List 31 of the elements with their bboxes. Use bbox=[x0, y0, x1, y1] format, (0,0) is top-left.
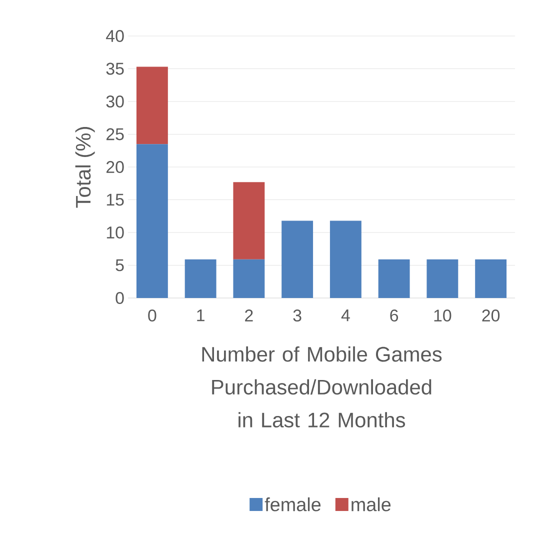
y-tick-label: 35 bbox=[106, 62, 124, 75]
bar bbox=[184, 259, 216, 298]
bar bbox=[426, 259, 458, 298]
x-tick-label: 3 bbox=[293, 310, 302, 322]
x-tick-label: 0 bbox=[148, 310, 156, 322]
x-tick-label: 2 bbox=[245, 310, 253, 322]
y-tick-label: 10 bbox=[106, 226, 124, 238]
y-tick-label: 5 bbox=[116, 259, 124, 272]
x-axis-title: Number of Mobile Games Purchased/Downloaded in Last 12 Months bbox=[202, 346, 442, 428]
x-tick-label: 4 bbox=[341, 310, 350, 322]
y-tick-label: 20 bbox=[106, 161, 124, 173]
x-tick-label: 6 bbox=[390, 310, 398, 322]
y-tick-label: 25 bbox=[106, 128, 124, 140]
y-tick-label: 0 bbox=[116, 292, 124, 304]
bar bbox=[136, 66, 168, 144]
bar bbox=[378, 259, 410, 298]
legend-label: male bbox=[352, 497, 391, 512]
y-tick-label: 40 bbox=[106, 30, 124, 42]
bar bbox=[475, 259, 507, 298]
y-tick-label: 30 bbox=[106, 96, 124, 108]
bar bbox=[233, 259, 265, 298]
bar bbox=[233, 182, 265, 260]
x-tick-label: 1 bbox=[197, 310, 204, 322]
y-tick-label: 15 bbox=[106, 194, 124, 206]
bar bbox=[136, 144, 168, 298]
x-tick-label: 10 bbox=[434, 310, 452, 322]
bar bbox=[282, 220, 314, 298]
y-axis-title: Total (%) bbox=[75, 127, 95, 208]
legend-label: female bbox=[264, 497, 321, 512]
x-tick-label: 20 bbox=[482, 310, 500, 322]
bar bbox=[330, 220, 362, 298]
